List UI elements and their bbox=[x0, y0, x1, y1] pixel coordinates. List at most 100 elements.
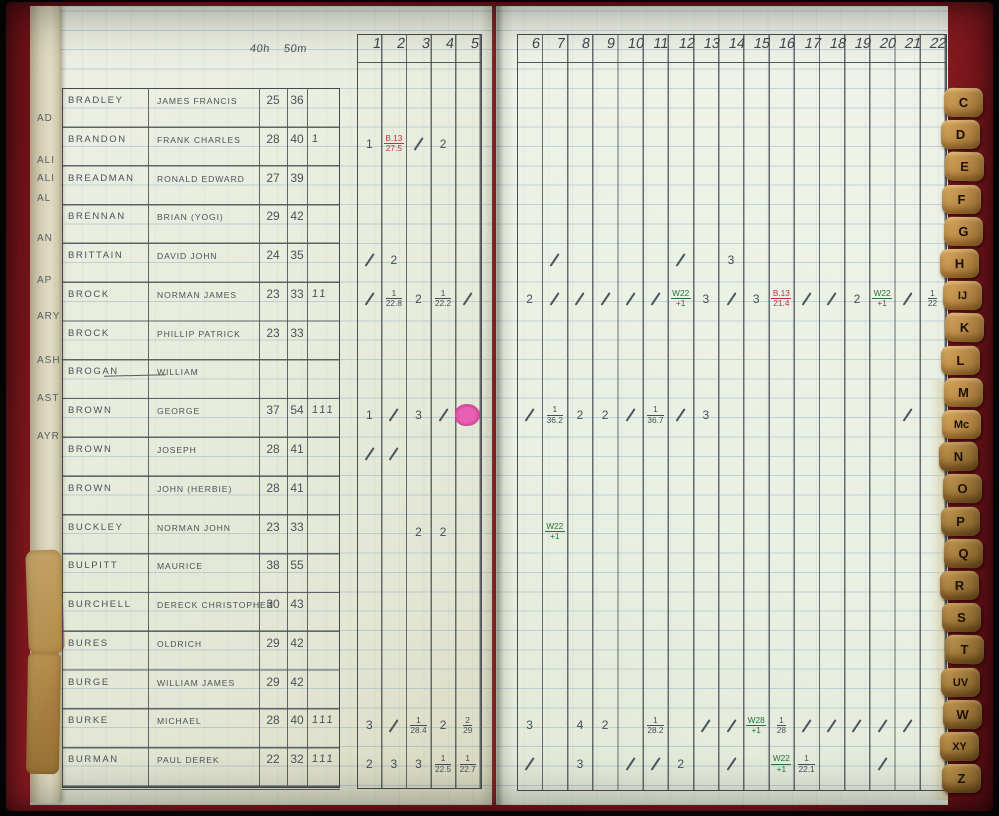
fraction-bottom: +1 bbox=[776, 763, 787, 774]
game-mark bbox=[618, 286, 643, 312]
slash-mark bbox=[700, 718, 711, 733]
game-mark: W22 +1 bbox=[769, 751, 794, 777]
value-50: 35 bbox=[290, 248, 304, 263]
game-mark: 3 bbox=[382, 751, 407, 777]
value-50: 41 bbox=[290, 442, 304, 457]
game-mark: 2 bbox=[844, 286, 869, 312]
tally-marks: 111 bbox=[311, 753, 336, 766]
value-40: 23 bbox=[266, 519, 280, 534]
index-tab-z: Z bbox=[942, 764, 981, 794]
value-50: 33 bbox=[290, 286, 304, 301]
fraction-mark: 1 28.2 bbox=[647, 715, 664, 736]
fraction-mark: B.13 27.5 bbox=[383, 133, 404, 154]
edge-index-word: ARY bbox=[37, 311, 61, 322]
number-mark: 1 bbox=[365, 408, 373, 423]
value-50: 41 bbox=[290, 480, 304, 495]
game-mark: B.13 27.5 bbox=[382, 131, 407, 157]
fraction-mark: 1 22.1 bbox=[798, 754, 815, 774]
fraction-top: 1 bbox=[927, 288, 938, 300]
game-mark: 1 22.8 bbox=[382, 286, 407, 312]
name-table-divider bbox=[259, 88, 261, 786]
game-mark bbox=[382, 441, 407, 467]
game-mark bbox=[819, 712, 844, 738]
fraction-bottom: +1 bbox=[877, 298, 887, 309]
surname: BROWN bbox=[68, 405, 113, 417]
grid-header-line bbox=[518, 62, 946, 64]
edge-index-word: AD bbox=[37, 113, 53, 124]
slash-mark bbox=[801, 292, 812, 306]
value-40: 28 bbox=[266, 131, 280, 146]
value-50: 40 bbox=[290, 713, 304, 728]
value-50: 33 bbox=[290, 519, 304, 534]
ledger-row: BRITTAIN DAVID JOHN 24 35 2 3 bbox=[0, 243, 999, 282]
game-mark: 3 bbox=[567, 751, 592, 777]
edge-index-word: AL bbox=[37, 193, 52, 204]
fraction-top: B.13 bbox=[771, 288, 792, 300]
ledger-row: BURGE WILLIAM JAMES 29 42 bbox=[0, 670, 999, 709]
forename: MAURICE bbox=[157, 561, 203, 572]
surname: BURGE bbox=[68, 676, 110, 688]
game-mark bbox=[357, 247, 382, 273]
slash-mark bbox=[852, 718, 862, 733]
game-mark bbox=[895, 286, 920, 312]
number-mark: 3 bbox=[727, 253, 735, 268]
edge-index-word: AN bbox=[37, 233, 53, 244]
number-mark: 2 bbox=[415, 524, 422, 539]
number-mark: 2 bbox=[853, 291, 861, 306]
number-mark: 3 bbox=[702, 408, 710, 423]
game-mark: 1 22 bbox=[920, 286, 945, 312]
forename: DAVID JOHN bbox=[157, 251, 218, 262]
value-50: 42 bbox=[290, 674, 304, 689]
game-mark: 2 bbox=[431, 131, 456, 157]
game-mark: W28 +1 bbox=[744, 712, 769, 738]
surname: BRENNAN bbox=[68, 211, 126, 223]
value-50: 55 bbox=[290, 558, 304, 573]
value-40: 24 bbox=[266, 248, 280, 263]
surname: BROWN bbox=[68, 482, 113, 494]
edge-index-word: ALI bbox=[37, 155, 56, 166]
fraction-top: W22 bbox=[544, 520, 565, 533]
fraction-bottom: 22.5 bbox=[435, 763, 452, 774]
number-mark: 2 bbox=[365, 757, 373, 772]
slash-mark bbox=[388, 447, 399, 461]
forename: RONALD EDWARD bbox=[157, 173, 245, 184]
game-mark: B.13 21.4 bbox=[769, 286, 794, 312]
fraction-bottom: +1 bbox=[675, 298, 686, 309]
number-mark: 3 bbox=[752, 291, 760, 306]
forename: JOSEPH bbox=[157, 445, 197, 456]
game-mark: 1 28.2 bbox=[643, 712, 668, 738]
slash-mark bbox=[413, 137, 424, 151]
fraction-mark: W22 +1 bbox=[670, 288, 691, 309]
slash-mark bbox=[388, 408, 399, 422]
game-mark: 2 bbox=[517, 286, 542, 312]
slash-mark bbox=[364, 253, 375, 267]
slash-mark bbox=[902, 408, 913, 422]
ledger-row: BROWN JOSEPH 28 41 bbox=[0, 437, 999, 476]
game-mark: 3 bbox=[406, 751, 431, 777]
ledger-row: BROCK PHILLIP PATRICK 23 33 bbox=[0, 321, 999, 360]
index-tab-g: G bbox=[943, 216, 984, 247]
game-mark bbox=[718, 286, 743, 312]
fraction-bottom: 36.7 bbox=[647, 414, 664, 425]
slash-mark bbox=[650, 292, 661, 306]
ledger-row: BRANDON FRANK CHARLES 28 40 1 1 B.13 27.5 2 bbox=[0, 127, 999, 166]
slash-mark bbox=[826, 718, 837, 733]
game-mark: 3 bbox=[357, 712, 382, 738]
fraction-bottom: 29 bbox=[463, 724, 473, 735]
game-mark: 3 bbox=[693, 402, 718, 428]
surname: BRADLEY bbox=[68, 95, 124, 106]
game-mark: 4 bbox=[567, 712, 592, 738]
value-40: 28 bbox=[266, 480, 280, 495]
game-mark: 3 bbox=[406, 402, 431, 428]
number-mark: 2 bbox=[601, 718, 609, 733]
game-mark bbox=[693, 712, 718, 738]
number-mark: 1 bbox=[365, 136, 373, 151]
game-mark: 2 bbox=[357, 751, 382, 777]
edge-index-word: AST bbox=[37, 393, 60, 404]
tally-marks: 111 bbox=[311, 404, 336, 417]
surname: BRITTAIN bbox=[68, 250, 124, 262]
value-40: 29 bbox=[266, 635, 280, 650]
edge-index-word: AP bbox=[37, 275, 53, 286]
forename: NORMAN JAMES bbox=[157, 289, 238, 300]
game-mark: W22 +1 bbox=[668, 286, 693, 312]
